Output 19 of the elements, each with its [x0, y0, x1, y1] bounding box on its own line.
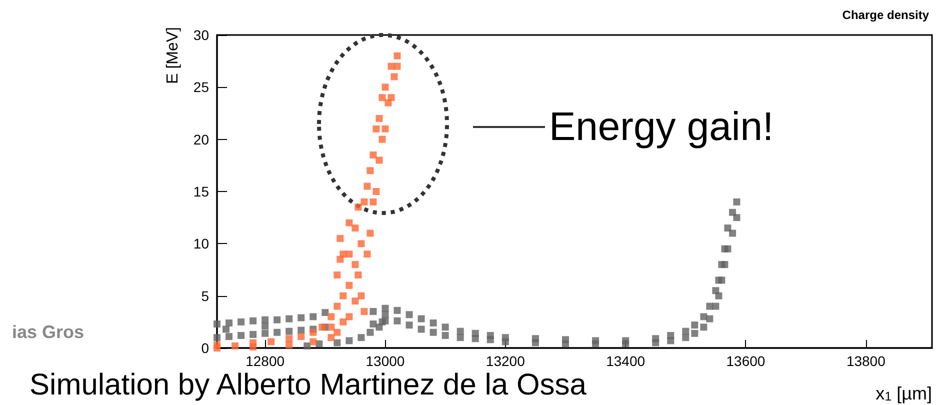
x-tick-label: 13400 — [606, 353, 646, 369]
y-tick-label: 15 — [193, 184, 210, 200]
text: ias Gros — [12, 322, 84, 342]
y-tick-label: 25 — [193, 79, 210, 96]
y-tick-label: 5 — [201, 288, 210, 304]
y-tick-label: 30 — [193, 27, 210, 43]
y-tick-label: 20 — [193, 131, 210, 148]
y-axis-title: E [MeV] — [164, 27, 182, 84]
y-tick-label: 10 — [193, 236, 210, 252]
annotation: Energy gain! — [549, 105, 774, 149]
chart-title: Charge density — [842, 8, 930, 22]
x-tick-label: 13200 — [486, 353, 526, 369]
x-tick-label: 13800 — [846, 353, 886, 369]
text: Simulation by Alberto Martinez de la Ossa — [30, 368, 587, 402]
x-tick-label: 12800 — [246, 353, 285, 369]
y-tick-label: 0 — [201, 340, 210, 356]
x-tick-label: 13000 — [366, 353, 405, 369]
x-axis-title: x1 [µm] — [876, 383, 932, 404]
x-tick-label: 13600 — [726, 353, 766, 369]
